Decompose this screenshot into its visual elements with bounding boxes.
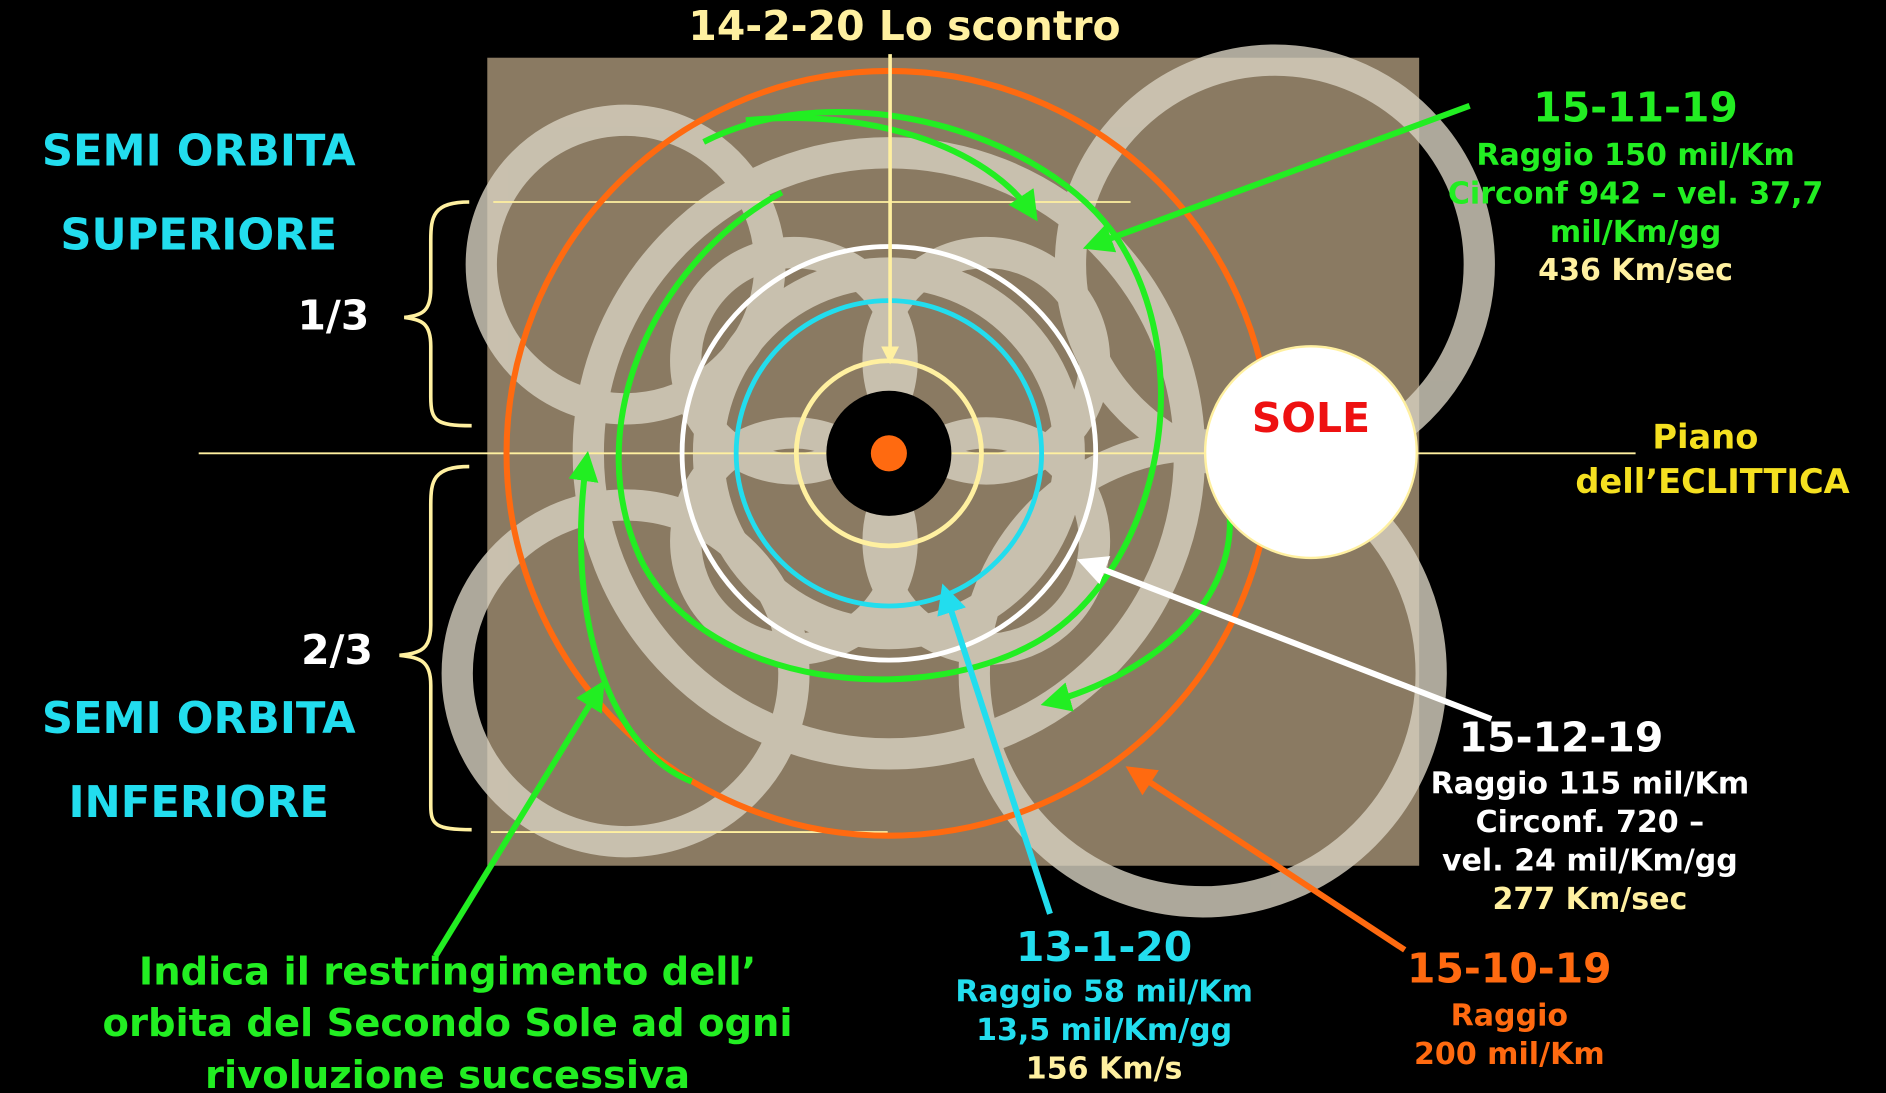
white-pointer (1076, 556, 1493, 722)
speed: 156 Km/s (1026, 1052, 1183, 1087)
orange-pointer (1125, 766, 1407, 953)
planet (870, 435, 907, 472)
speed: 436 Km/sec (1538, 253, 1733, 288)
info-line: Circonf. 720 – (1476, 805, 1705, 840)
left-label: SEMI ORBITA (42, 694, 356, 744)
sun (1203, 345, 1418, 560)
date: 15-11-19 (1533, 84, 1738, 132)
note: orbita del Secondo Sole ad ogni (103, 1001, 793, 1046)
ecliptic-label: Piano (1652, 417, 1758, 456)
green-arrow (568, 450, 693, 785)
fraction: 1/3 (297, 292, 369, 340)
green-arrow (1040, 507, 1233, 712)
date: 15-12-19 (1459, 714, 1664, 762)
cyan-pointer (937, 583, 1053, 915)
info-line: mil/Km/gg (1550, 215, 1721, 250)
left-label: SEMI ORBITA (42, 126, 356, 176)
info-line: Raggio 115 mil/Km (1431, 767, 1750, 802)
green-arrow (745, 115, 1038, 222)
fraction: 2/3 (301, 626, 373, 674)
info-line: Raggio 58 mil/Km (955, 975, 1253, 1010)
left-label: SUPERIORE (60, 211, 337, 261)
info-line: 200 mil/Km (1414, 1037, 1605, 1072)
date: 15-10-19 (1407, 945, 1612, 993)
info-line: Raggio (1451, 999, 1568, 1034)
brace (399, 464, 472, 832)
green-orbit (615, 108, 1164, 683)
info-line: Circonf 942 – vel. 37,7 (1448, 176, 1823, 211)
title: 14-2-20 Lo scontro (688, 2, 1120, 50)
brace (404, 200, 472, 428)
note: Indica il restringimento dell’ (139, 949, 756, 994)
note-pointer (433, 680, 605, 958)
green-pointer (1082, 102, 1471, 253)
date: 13-1-20 (1016, 923, 1192, 971)
left-label: INFERIORE (68, 778, 328, 828)
info-line: Raggio 150 mil/Km (1476, 138, 1795, 173)
note: rivoluzione successiva (205, 1053, 690, 1093)
sun-label: SOLE (1252, 394, 1370, 442)
ecliptic-label: dell’ECLITTICA (1575, 462, 1849, 501)
info-line: vel. 24 mil/Km/gg (1442, 844, 1738, 879)
speed: 277 Km/sec (1492, 882, 1687, 917)
info-line: 13,5 mil/Km/gg (976, 1013, 1232, 1048)
